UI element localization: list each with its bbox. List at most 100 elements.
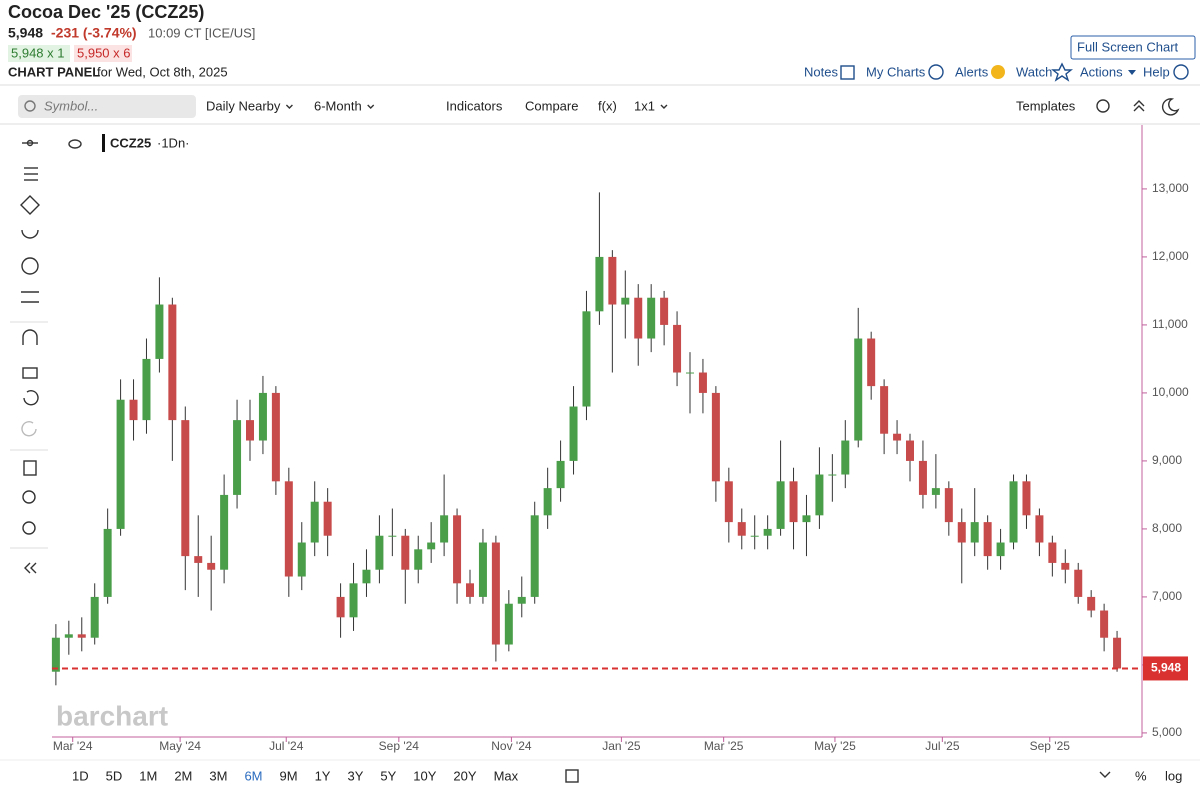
candle-body (168, 304, 177, 421)
zoom-out-icon[interactable] (22, 521, 36, 535)
candle-body (271, 392, 280, 482)
candle-body (595, 256, 604, 312)
percent-option[interactable]: % (1135, 768, 1147, 783)
range-button[interactable]: Max (494, 768, 519, 783)
range-button[interactable]: 1M (139, 768, 157, 783)
range-button[interactable]: 1D (72, 768, 89, 783)
candle-body (828, 474, 837, 476)
candle-body (569, 406, 578, 461)
search-placeholder[interactable]: Symbol... (44, 98, 98, 113)
candle-body (504, 603, 513, 645)
range-button[interactable]: 5Y (380, 768, 396, 783)
range-button[interactable]: 3M (209, 768, 227, 783)
calendar-icon[interactable] (565, 769, 579, 783)
search-box[interactable] (18, 95, 196, 118)
redo-icon[interactable] (21, 421, 37, 437)
candle-body (608, 256, 617, 305)
tool-icon[interactable] (21, 257, 39, 275)
toolbar-item[interactable]: Daily Nearby (206, 98, 281, 113)
candle-body (763, 528, 772, 536)
range-button[interactable]: 20Y (453, 768, 476, 783)
candle-body (1061, 562, 1070, 570)
zoom-in-icon[interactable] (22, 490, 36, 504)
x-tick-label: Mar '25 (704, 739, 744, 753)
y-tick-label: 12,000 (1152, 249, 1189, 263)
candle-body (737, 522, 746, 536)
toolbar-item[interactable]: Compare (525, 98, 578, 113)
candle-body (181, 420, 190, 557)
help[interactable]: Help (1143, 64, 1170, 79)
candle-body (530, 515, 539, 597)
candle-body (880, 386, 889, 434)
candle-body (582, 311, 591, 407)
actions[interactable]: Actions (1080, 64, 1123, 79)
candle-body (698, 372, 707, 393)
panel: CHART PANEL (8, 64, 100, 79)
toolbar-item[interactable]: Indicators (446, 98, 503, 113)
toolbar-item[interactable]: f(x) (598, 98, 617, 113)
candle-body (621, 297, 630, 305)
candle-body (970, 522, 979, 543)
candle-body (207, 562, 216, 570)
range-button[interactable]: 3Y (347, 768, 363, 783)
tool-icon[interactable] (21, 229, 39, 239)
help-icon (1173, 64, 1189, 80)
candle-body (996, 542, 1005, 557)
toolbar-item[interactable]: 1x1 (634, 98, 655, 113)
collapse-icon[interactable] (1133, 100, 1145, 107)
last-price-label: 5,948 (1151, 661, 1181, 675)
candle-body (310, 501, 319, 543)
delete-icon[interactable] (23, 460, 37, 476)
notes[interactable]: Notes (804, 64, 838, 79)
watch-icon (1051, 62, 1073, 82)
watch[interactable]: Watch (1016, 64, 1052, 79)
collapse-icon[interactable] (1133, 105, 1145, 112)
alerts[interactable]: Alerts (955, 64, 989, 79)
bid-box (8, 45, 70, 62)
x-tick-label: May '24 (159, 739, 201, 753)
visibility-icon[interactable] (68, 139, 82, 149)
templates[interactable]: Templates (1016, 98, 1076, 113)
my-charts[interactable]: My Charts (866, 64, 926, 79)
collapse-icon[interactable] (30, 562, 37, 574)
ask: 5,950 x 6 (77, 45, 131, 60)
collapse-icon[interactable] (24, 562, 31, 574)
candle-body (1009, 481, 1018, 543)
candle-body (51, 637, 60, 672)
tool-icon[interactable] (20, 195, 40, 215)
candle-body (1074, 569, 1083, 597)
expand-icon[interactable] (1099, 771, 1111, 778)
magnet-icon[interactable] (22, 329, 38, 345)
range-button[interactable]: 5D (106, 768, 123, 783)
x-tick-label: Sep '24 (379, 739, 420, 753)
candle-body (750, 535, 759, 537)
candle-body (1087, 596, 1096, 611)
y-tick-label: 5,000 (1152, 725, 1182, 739)
range-button[interactable]: 2M (174, 768, 192, 783)
lock-icon[interactable] (22, 367, 38, 379)
undo-icon[interactable] (23, 390, 39, 406)
theme-icon[interactable] (1161, 98, 1180, 116)
toolbar-item[interactable]: 6-Month (314, 98, 362, 113)
x-tick-label: May '25 (814, 739, 856, 753)
x-tick-label: Nov '24 (491, 739, 532, 753)
candle-body (815, 474, 824, 516)
settings-icon[interactable] (1096, 99, 1110, 113)
last-price: 5,948 (8, 25, 43, 41)
candle-body (944, 488, 953, 523)
candle-body (246, 420, 254, 441)
candle-body (284, 481, 293, 577)
fullscreen-button[interactable] (1070, 35, 1196, 60)
candle-body (453, 515, 462, 584)
watermark: barchart (56, 700, 168, 731)
fullscreen-label[interactable]: Full Screen Chart (1077, 39, 1179, 54)
log-option[interactable]: log (1165, 768, 1182, 783)
candle-body (297, 542, 306, 577)
range-button[interactable]: 1Y (315, 768, 331, 783)
range-button[interactable]: 10Y (413, 768, 436, 783)
range-button[interactable]: 6M (244, 768, 262, 783)
time: 10:09 CT [ICE/US] (148, 25, 255, 40)
range-button[interactable]: 9M (280, 768, 298, 783)
date: for Wed, Oct 8th, 2025 (97, 64, 228, 79)
candle-body (77, 634, 86, 638)
